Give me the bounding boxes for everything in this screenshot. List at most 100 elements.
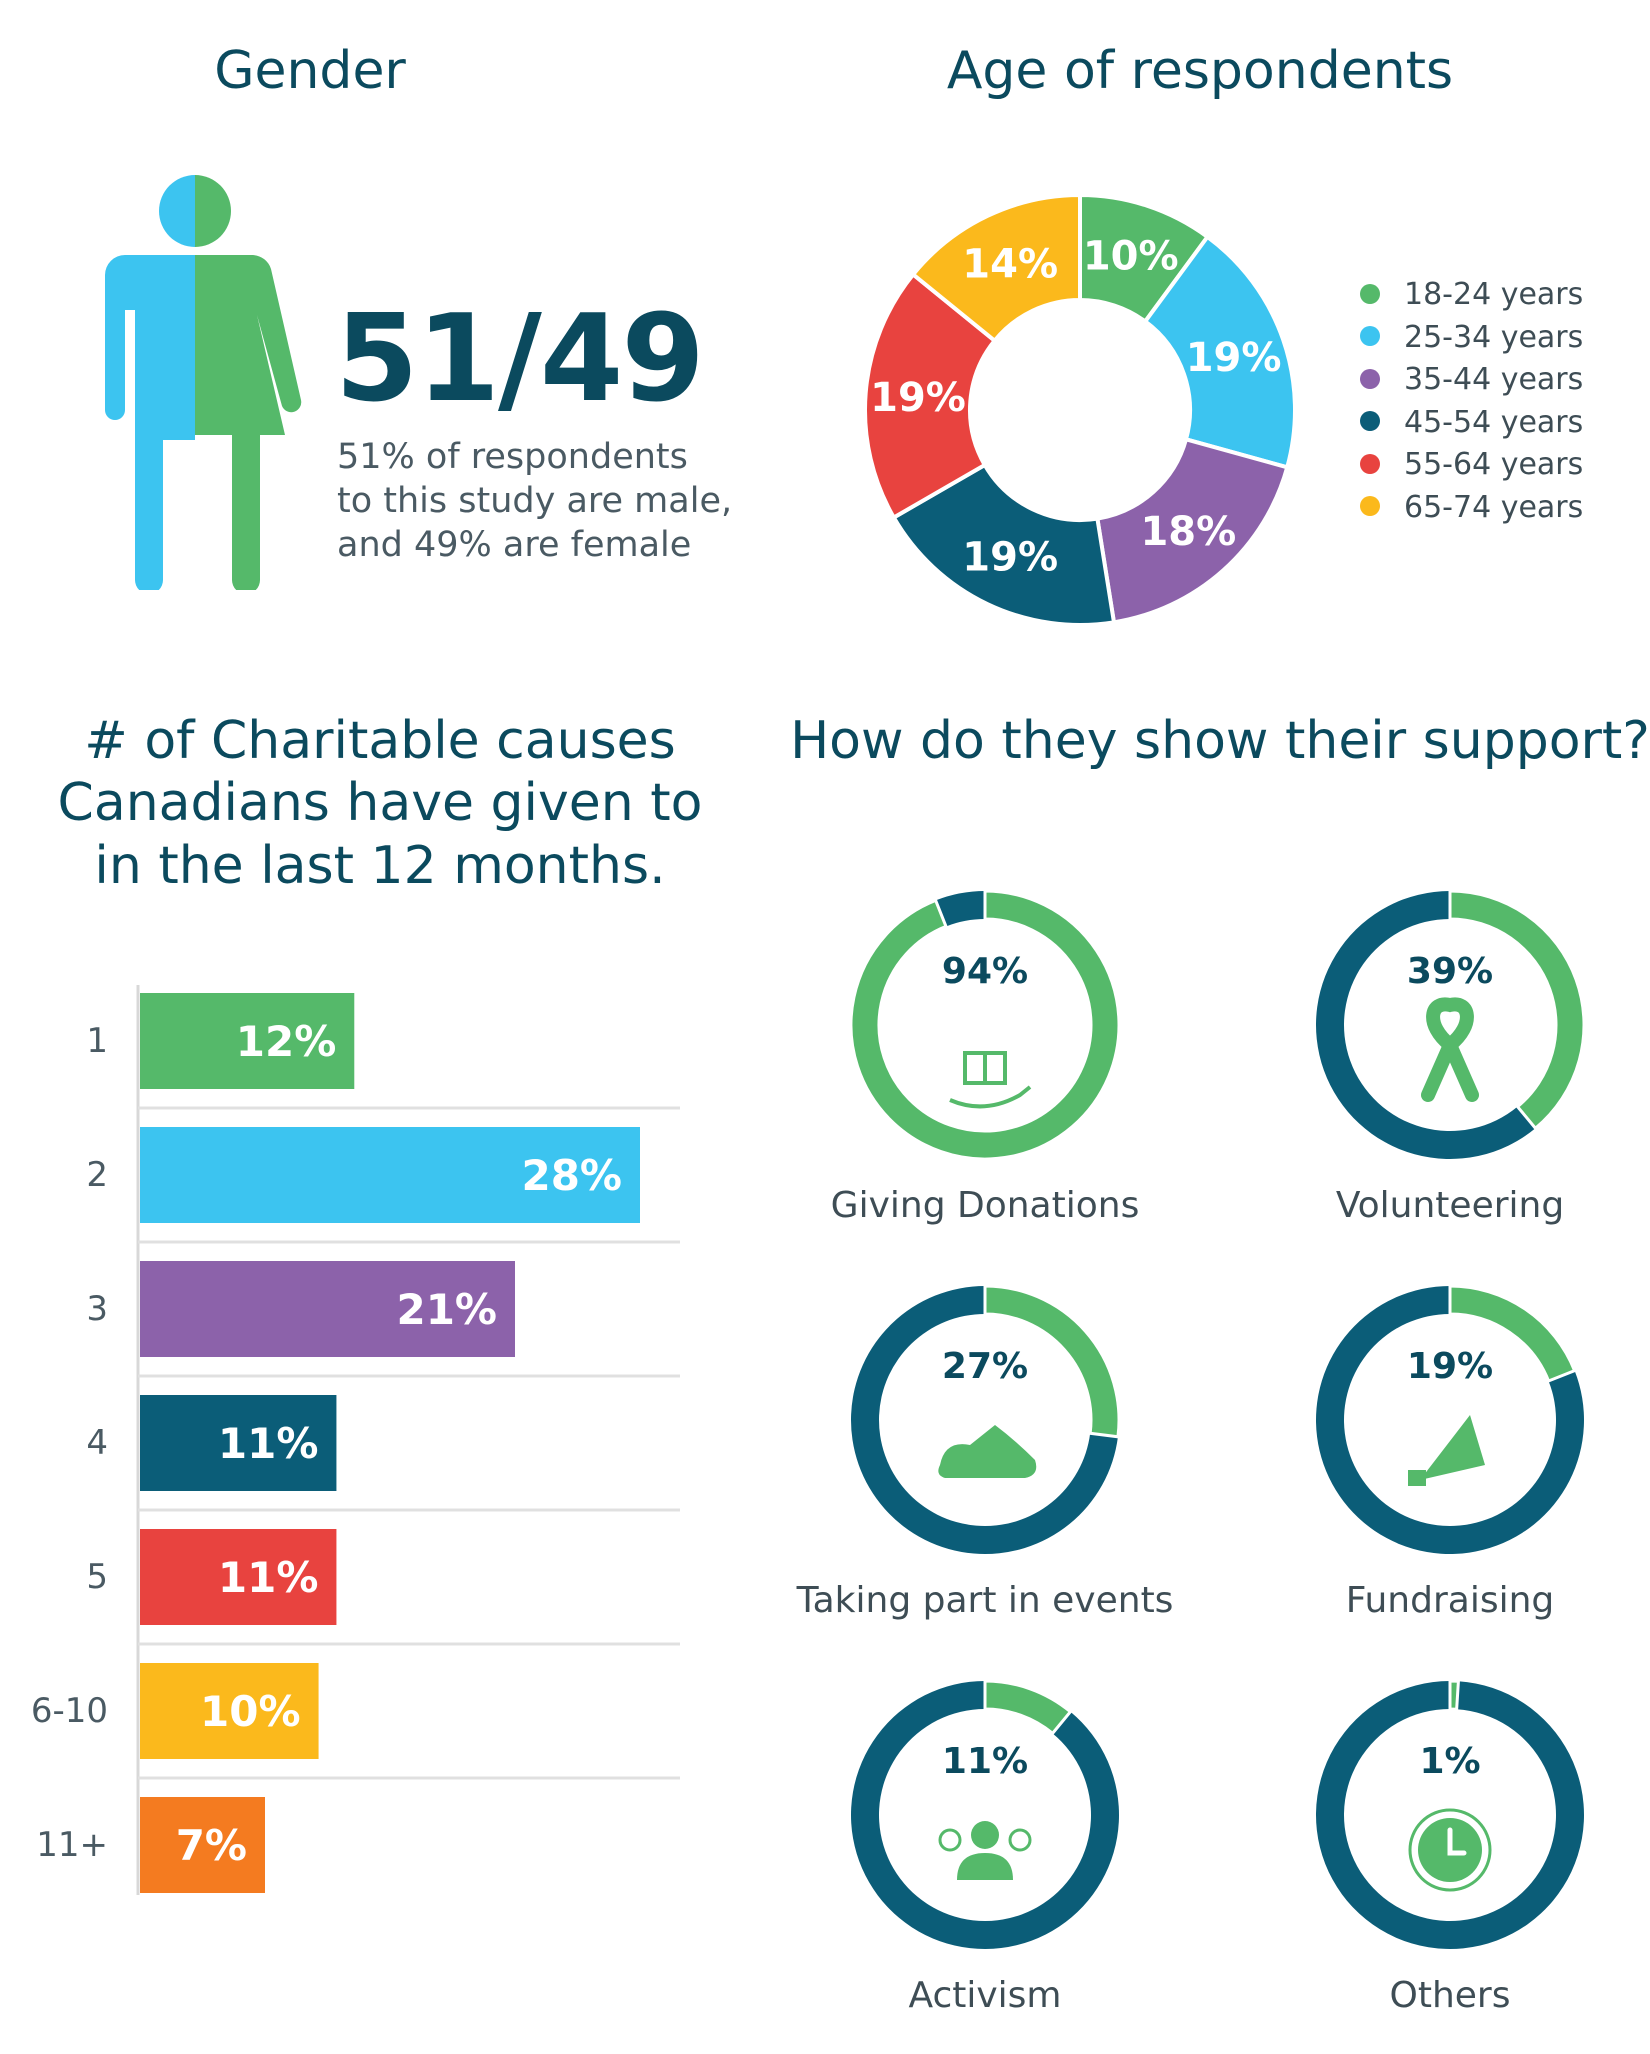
donut-value-arc <box>1448 1679 1461 1711</box>
clock-icon <box>1408 1808 1492 1892</box>
causes-title-line: # of Charitable causes <box>84 711 676 771</box>
bar <box>140 1663 319 1759</box>
donut-value-label: 1% <box>1419 1741 1480 1782</box>
bar <box>140 1261 515 1357</box>
bar-value-label: 28% <box>521 1151 622 1200</box>
support-category-label: Others <box>1389 1975 1511 2016</box>
gender-title: Gender <box>214 41 406 101</box>
donut-remainder-arc <box>935 891 985 927</box>
support-donut: 19% <box>1316 1284 1584 1554</box>
causes-chart-title: # of Charitable causes Canadians have gi… <box>20 710 740 897</box>
causes-title-line: in the last 12 months. <box>94 835 666 896</box>
donut-value-arc <box>1448 889 1586 1131</box>
support-donut: 39% <box>1316 889 1586 1159</box>
bar-category-label: 2 <box>86 1155 108 1195</box>
bar-category-label: 4 <box>86 1423 108 1463</box>
legend-label: 18-24 years <box>1404 277 1584 312</box>
donut-remainder-arc <box>851 1681 1119 1949</box>
bar-category-label: 3 <box>86 1289 108 1329</box>
age-legend-item: 55-64 years <box>1360 444 1583 486</box>
support-category-label: Giving Donations <box>830 1185 1140 1226</box>
donut-remainder-arc <box>1316 1681 1584 1949</box>
support-category-label: Activism <box>908 1975 1062 2016</box>
age-chart-title: Age of respondents <box>946 41 1454 101</box>
ribbon-icon <box>1421 997 1479 1102</box>
bar <box>140 1529 337 1625</box>
gender-description-line: and 49% are female <box>337 525 692 565</box>
gender-description: 51% of respondents to this study are mal… <box>337 435 777 567</box>
male-half-icon <box>159 175 195 247</box>
support-donut: 11% <box>851 1679 1119 1949</box>
bar <box>140 1395 337 1491</box>
gender-description-line: to this study are male, <box>337 481 733 521</box>
running-shoe-icon <box>938 1425 1037 1478</box>
bar-category-label: 6-10 <box>30 1691 108 1731</box>
person-male-female-icon <box>105 175 302 590</box>
support-donut: 94% <box>849 889 1121 1161</box>
bar-value-label: 11% <box>218 1419 319 1468</box>
age-slice-label: 19% <box>962 535 1058 581</box>
legend-label: 65-74 years <box>1404 489 1584 525</box>
bar-value-label: 12% <box>236 1017 337 1066</box>
legend-dot <box>1360 411 1380 431</box>
donut-value-arc <box>849 889 1121 1161</box>
bar <box>140 1797 265 1893</box>
age-slice <box>891 462 1117 627</box>
female-half-icon <box>195 175 231 247</box>
age-slice <box>1095 436 1290 625</box>
bar-value-label: 10% <box>200 1687 301 1736</box>
female-body-icon <box>195 255 302 590</box>
bar-value-label: 7% <box>176 1821 247 1870</box>
age-slice-label: 19% <box>870 375 966 421</box>
causes-bar-chart: 12% 28% 21% 11% 11% 10% 7% <box>136 985 680 1895</box>
age-slice-label: 18% <box>1140 509 1236 555</box>
causes-title-line: Canadians have given to <box>57 773 703 834</box>
bar-category-label: 1 <box>86 1021 108 1061</box>
donut-value-label: 39% <box>1407 951 1493 992</box>
age-slice-label: 14% <box>962 241 1058 287</box>
legend-dot <box>1360 326 1380 346</box>
bar <box>140 1127 640 1223</box>
donut-value-label: 11% <box>942 1741 1028 1782</box>
bar-value-label: 11% <box>218 1553 319 1602</box>
support-donut: 1% <box>1316 1679 1584 1949</box>
age-legend-item: 35-44 years <box>1360 359 1583 401</box>
age-legend-item: 65-74 years <box>1360 487 1583 529</box>
legend-dot <box>1360 368 1380 389</box>
age-donut-chart: 10% 19% 18% 19% 19% 14% <box>863 192 1297 627</box>
legend-dot <box>1360 496 1380 516</box>
bar-category-label: 11+ <box>36 1825 108 1865</box>
group-people-icon <box>938 1821 1032 1880</box>
legend-label: 45-54 years <box>1404 404 1584 440</box>
megaphone-icon <box>1408 1415 1485 1486</box>
gender-ratio: 51/49 <box>335 290 705 429</box>
legend-dot <box>1360 283 1380 304</box>
donut-value-label: 94% <box>942 951 1028 992</box>
donut-value-arc <box>1448 1284 1577 1383</box>
male-body-icon <box>105 255 195 590</box>
age-legend-item: 45-54 years <box>1360 402 1583 444</box>
donut-value-label: 27% <box>942 1346 1028 1387</box>
age-slice <box>863 271 998 521</box>
donut-value-arc <box>983 1284 1121 1439</box>
bar-category-label: 5 <box>86 1557 108 1597</box>
donut-value-arc <box>983 1679 1073 1736</box>
legend-label: 35-44 years <box>1404 362 1584 397</box>
donut-remainder-arc <box>1316 891 1536 1159</box>
age-legend-item: 18-24 years <box>1360 274 1583 316</box>
legend-dot <box>1360 453 1380 474</box>
support-chart-title: How do they show their support? <box>790 711 1650 771</box>
legend-label: 25-34 years <box>1404 319 1584 355</box>
gender-description-line: 51% of respondents <box>337 437 688 477</box>
legend-label: 55-64 years <box>1404 447 1584 482</box>
bar-value-label: 21% <box>396 1285 497 1334</box>
donut-value-label: 19% <box>1407 1346 1493 1387</box>
age-slice-label: 10% <box>1083 234 1179 280</box>
support-category-label: Fundraising <box>1345 1580 1555 1621</box>
support-category-label: Taking part in events <box>796 1580 1174 1621</box>
age-slice <box>910 192 1082 344</box>
support-donut: 27% <box>851 1284 1121 1554</box>
age-slice <box>1142 234 1297 470</box>
age-slice-label: 19% <box>1186 335 1282 381</box>
bar <box>140 993 355 1089</box>
